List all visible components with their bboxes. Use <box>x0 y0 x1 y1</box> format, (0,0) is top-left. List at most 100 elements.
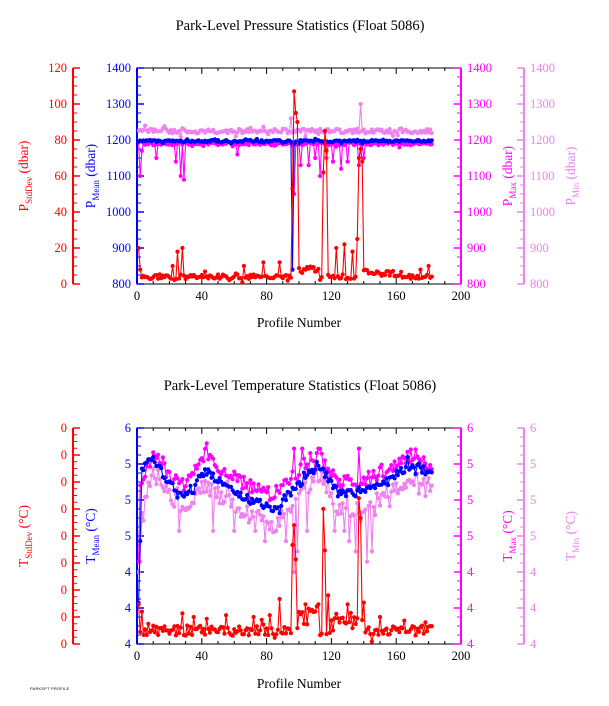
data-point <box>324 632 329 637</box>
data-point <box>175 495 180 500</box>
data-point <box>353 274 358 279</box>
data-point <box>381 490 386 496</box>
data-point <box>238 474 243 480</box>
y-tick-label: 4 <box>530 601 537 615</box>
data-point <box>196 462 201 467</box>
data-point <box>144 494 149 499</box>
data-point <box>361 155 366 161</box>
data-point <box>334 484 339 490</box>
data-point <box>416 276 421 281</box>
data-point <box>264 490 269 495</box>
data-point <box>259 518 264 523</box>
data-point <box>274 632 279 637</box>
y-tick-label: 4 <box>530 565 537 579</box>
data-point <box>185 477 190 483</box>
data-point <box>207 470 212 475</box>
data-point <box>373 474 378 479</box>
data-point <box>329 491 334 496</box>
data-point <box>217 476 222 481</box>
data-point <box>305 622 310 627</box>
chart-panel-2: Park-Level Temperature Statistics (Float… <box>16 378 581 691</box>
data-point <box>178 134 183 139</box>
data-point <box>266 485 271 490</box>
y-tick-label: 6 <box>467 421 473 435</box>
data-point <box>209 482 214 487</box>
data-point <box>296 266 302 271</box>
x-tick-label: 0 <box>134 289 140 303</box>
data-point <box>411 456 417 461</box>
data-point <box>175 249 180 254</box>
data-point <box>267 613 272 618</box>
y-tick-label: 0 <box>61 556 67 570</box>
data-point <box>152 460 157 465</box>
y-tick-label: 20 <box>55 241 68 255</box>
data-point <box>209 475 214 480</box>
data-point <box>347 539 352 544</box>
data-point <box>201 459 206 464</box>
data-point <box>327 470 332 475</box>
data-point <box>185 623 190 628</box>
data-point <box>402 618 407 623</box>
data-point <box>279 503 284 509</box>
series-layer <box>137 441 434 644</box>
data-point <box>139 148 144 153</box>
data-point <box>240 486 245 491</box>
data-point <box>339 511 344 516</box>
y-tick-label: 120 <box>48 61 67 75</box>
data-point <box>360 481 365 486</box>
data-point <box>345 473 350 478</box>
data-point <box>152 143 157 148</box>
data-point <box>301 126 306 132</box>
data-point <box>376 496 381 501</box>
data-point <box>293 486 298 491</box>
data-point <box>177 128 182 133</box>
data-point <box>384 476 389 481</box>
y-tick-label: 1000 <box>106 205 131 219</box>
y-tick-label: 0 <box>61 610 67 624</box>
data-point <box>254 488 259 494</box>
data-point <box>364 476 370 481</box>
data-point <box>183 484 188 489</box>
data-point <box>172 142 177 147</box>
data-point <box>199 456 204 461</box>
y-tick-label: 6 <box>530 421 536 435</box>
data-point <box>233 509 238 515</box>
data-point <box>423 620 428 625</box>
data-point <box>300 446 305 451</box>
data-point <box>277 596 282 602</box>
y-tick-label: 1200 <box>467 133 492 147</box>
data-point <box>266 521 271 526</box>
data-point <box>400 626 405 631</box>
data-point <box>301 456 306 461</box>
data-point <box>332 616 337 621</box>
data-point <box>395 491 400 496</box>
y-tick-label: 5 <box>530 493 536 507</box>
data-point <box>403 485 408 490</box>
data-point <box>194 466 199 471</box>
data-point <box>340 615 345 620</box>
data-point <box>358 146 363 152</box>
y-tick-label: 800 <box>112 277 131 291</box>
data-point <box>394 130 399 135</box>
y-tick-label: 1100 <box>467 169 492 183</box>
data-point <box>261 124 266 129</box>
data-point <box>352 615 357 620</box>
series-line-1 <box>138 138 432 195</box>
data-point <box>420 470 425 475</box>
data-point <box>207 493 212 498</box>
data-point <box>329 618 334 623</box>
chart-title: Park-Level Temperature Statistics (Float… <box>164 378 437 394</box>
data-point <box>329 478 334 483</box>
data-point <box>402 470 407 475</box>
data-point <box>238 490 243 495</box>
data-point <box>395 473 400 478</box>
data-point <box>356 155 361 161</box>
data-point <box>384 626 389 631</box>
y-tick-label: 1100 <box>530 169 555 183</box>
data-point <box>246 129 251 135</box>
data-point <box>306 163 311 168</box>
data-point <box>248 125 253 130</box>
data-point <box>162 476 167 481</box>
data-point <box>355 236 360 242</box>
